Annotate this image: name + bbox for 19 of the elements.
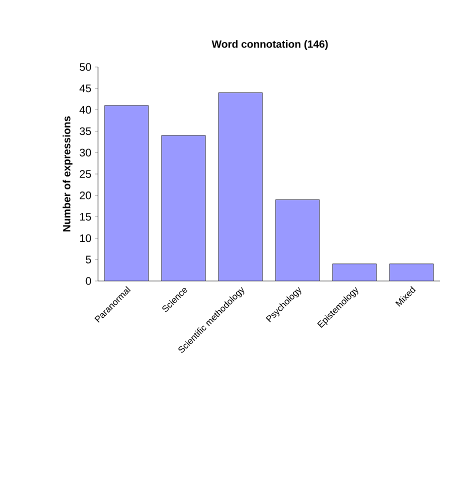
bar [104, 106, 148, 281]
y-tick-label: 50 [80, 63, 92, 71]
y-tick-label: 5 [86, 256, 92, 264]
y-tick-label: 0 [86, 277, 92, 285]
bar [218, 92, 262, 281]
y-tick-label: 10 [80, 234, 92, 242]
bar [276, 200, 320, 281]
y-axis-title: Number of expressions [62, 116, 72, 232]
y-tick-label: 25 [80, 170, 92, 178]
y-tick-label: 35 [80, 127, 92, 136]
y-tick-label: 20 [80, 192, 92, 200]
bar [332, 264, 376, 281]
y-tick-label: 40 [80, 106, 92, 114]
bar [389, 264, 434, 281]
chart-title: Word connotation (146) [212, 40, 328, 50]
bar [162, 135, 206, 281]
y-tick-label: 15 [80, 212, 92, 221]
y-tick-label: 30 [80, 148, 92, 156]
y-tick-label: 45 [80, 84, 92, 92]
